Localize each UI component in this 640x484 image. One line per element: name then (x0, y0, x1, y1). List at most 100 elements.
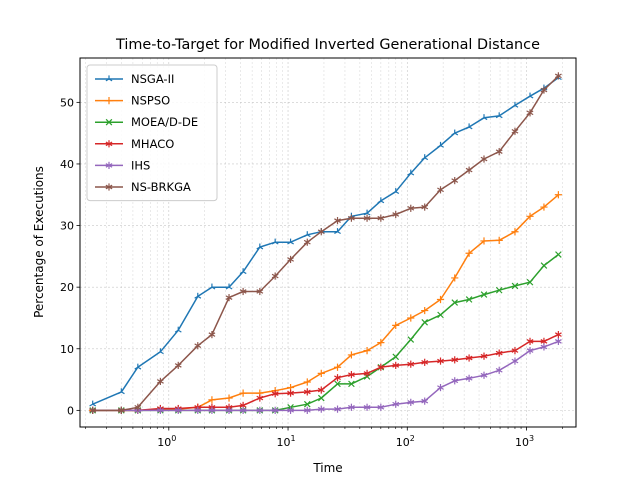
data-point-ihs (363, 403, 371, 411)
data-point-nsga-ii-stroke (392, 191, 397, 194)
data-point-mhaco (554, 330, 562, 339)
data-point-ihs (392, 400, 400, 408)
data-point-ns-brkga (134, 403, 142, 411)
data-point-ihs (495, 366, 503, 374)
data-point-mhaco-stroke (363, 371, 371, 376)
data-point-nspso (526, 212, 534, 220)
data-point-nspso (480, 237, 488, 245)
data-point-ns-brkga-stroke (407, 205, 415, 211)
data-point-nsga-ii (377, 197, 385, 204)
data-point-ns-brkga-stroke (156, 379, 164, 384)
data-point-mhaco (271, 390, 279, 398)
data-point-ihs (334, 405, 341, 413)
data-point-ihs (174, 406, 182, 414)
data-point-nsga-ii-stroke (498, 115, 503, 119)
legend: NSGA-II NSPSO MOEA/D-DE MHACO IHS NS-BRKGA (86, 64, 218, 202)
data-point-mhaco-stroke (495, 350, 503, 356)
data-point-mhaco-stroke (347, 372, 355, 377)
data-point-nsga-ii-stroke (424, 157, 429, 161)
data-point-ns-brkga (287, 255, 294, 264)
data-point-nsga-ii-stroke (177, 329, 182, 333)
legend-item-ihs: IHS (95, 158, 150, 172)
data-point-ihs-stroke (540, 344, 548, 350)
series-layer (89, 72, 562, 414)
data-point-ihs (511, 357, 519, 365)
data-point-nsga-ii (256, 243, 264, 250)
data-point-nsga-ii-stroke (156, 351, 161, 355)
data-point-nspso (554, 191, 562, 199)
data-point-nspso (208, 396, 216, 404)
data-point-nsga-ii-stroke (92, 403, 97, 407)
data-point-nsga-ii-stroke (483, 117, 488, 121)
data-point-mhaco-stroke (392, 363, 400, 368)
data-point-nsga-ii-stroke (134, 366, 139, 370)
data-point-ihs (239, 406, 247, 414)
data-point-nsga-ii-stroke (121, 391, 125, 395)
data-point-nsga-ii-stroke (468, 126, 473, 130)
data-point-ns-brkga-stroke (377, 215, 385, 221)
legend-swatch-marker (105, 140, 113, 148)
legend-swatch-marker-stroke (108, 78, 113, 82)
series-line-nsga-ii (92, 77, 559, 405)
data-point-ihs (347, 403, 355, 411)
data-point-mhaco-stroke (437, 358, 444, 364)
data-point-nsga-ii-stroke (380, 200, 385, 204)
legend-swatch-marker (105, 183, 113, 191)
data-point-mhaco-stroke (451, 357, 459, 363)
data-point-nsga-ii (194, 292, 202, 299)
data-point-ns-brkga-stroke (174, 363, 182, 368)
data-point-mhaco-stroke (511, 348, 519, 353)
data-point-ns-brkga-stroke (239, 289, 247, 294)
data-point-ns-brkga-stroke (287, 257, 294, 262)
data-point-mhaco (407, 360, 415, 368)
data-point-ns-brkga-stroke (511, 128, 519, 134)
data-point-moea-d-de (407, 336, 415, 343)
data-point-nsga-ii-stroke (480, 117, 485, 121)
data-point-nsga-ii (511, 101, 519, 108)
data-point-ihs (287, 406, 294, 414)
data-point-mhaco-stroke (526, 339, 534, 344)
data-point-nsga-ii-stroke (228, 286, 233, 290)
data-point-nspso (465, 249, 473, 257)
data-point-nspso (347, 351, 356, 359)
data-point-nsga-ii-stroke (407, 172, 412, 176)
data-point-ihs-stroke (208, 408, 216, 413)
data-point-mhaco-stroke (421, 359, 429, 365)
data-point-ns-brkga (334, 217, 341, 225)
data-point-nsga-ii-stroke (454, 132, 459, 136)
data-point-ns-brkga-stroke (554, 73, 562, 79)
data-point-ihs-stroke (256, 408, 264, 413)
data-point-ns-brkga-stroke (303, 239, 311, 245)
data-point-ns-brkga-stroke (225, 295, 233, 300)
legend-label: NSGA-II (131, 72, 174, 86)
data-point-ns-brkga (347, 214, 355, 222)
data-point-nsga-ii (287, 238, 294, 245)
data-point-mhaco-stroke (287, 390, 294, 396)
data-point-nsga-ii-stroke (242, 271, 247, 275)
data-point-mhaco-stroke (239, 403, 247, 408)
data-point-moea-d-de (511, 282, 519, 290)
data-point-ihs (465, 374, 473, 382)
data-point-ihs (194, 406, 202, 414)
data-point-ihs-stroke (526, 348, 534, 353)
data-point-mhaco (363, 369, 371, 378)
data-point-ihs-stroke (303, 408, 311, 413)
chart-title: Time-to-Target for Modified Inverted Gen… (115, 37, 540, 53)
data-point-nsga-ii-stroke (137, 366, 142, 370)
series-ihs (89, 337, 562, 414)
data-point-moea-d-de (437, 311, 444, 319)
data-point-ihs (407, 398, 415, 406)
data-point-ns-brkga (495, 148, 503, 156)
data-point-ns-brkga-stroke (208, 332, 216, 337)
data-point-ihs-stroke (271, 408, 279, 413)
data-point-ns-brkga-stroke (526, 110, 534, 116)
y-tick-label: 10 (60, 343, 74, 356)
data-point-ns-brkga-stroke (194, 343, 202, 349)
data-point-mhaco (480, 352, 488, 360)
data-point-moea-d-de (526, 278, 534, 286)
legend-item-nspso: NSPSO (95, 94, 170, 108)
data-point-nsga-ii-stroke (421, 157, 426, 161)
data-point-nsga-ii (89, 400, 97, 407)
data-point-nsga-ii-stroke (440, 144, 444, 148)
data-point-ns-brkga (194, 342, 202, 350)
